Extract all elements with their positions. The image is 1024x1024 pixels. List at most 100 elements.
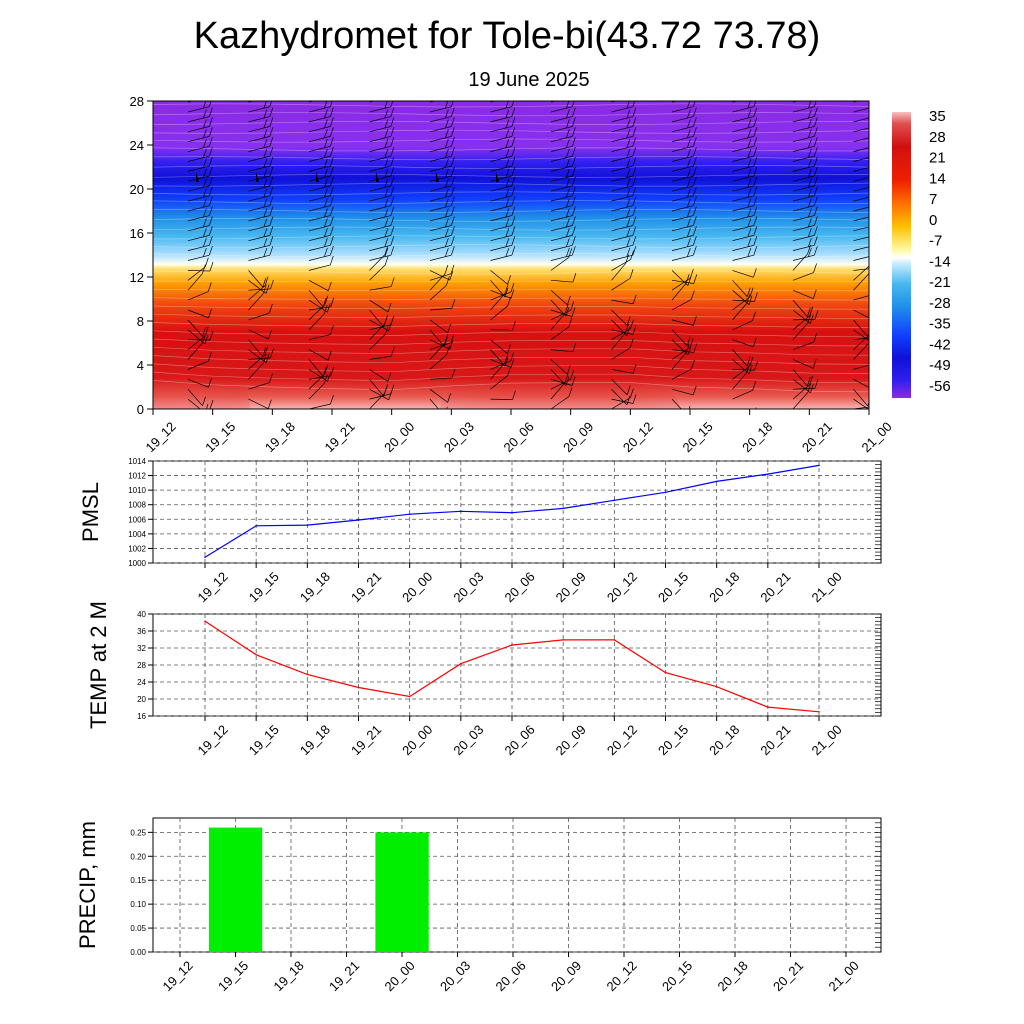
data-point [715, 685, 718, 688]
wind-barb [369, 393, 391, 400]
wind-barb-flag [383, 387, 387, 397]
y-tick-label: 28 [137, 661, 146, 670]
wind-barb-flag [451, 196, 455, 206]
data-point [255, 525, 257, 527]
wind-barb [671, 185, 694, 192]
wind-barb-flag [752, 337, 757, 347]
wind-barb-flag [330, 117, 334, 127]
wind-barb [853, 295, 869, 301]
wind-barb-flag [808, 109, 812, 119]
wind-barb-flag [808, 90, 811, 99]
colorbar-labels: 35 28 21 14 7 0 -7 -14 -21 -28 -35 -42 -49 -56 [929, 108, 951, 395]
cs-x-tick-label: 19_18 [262, 419, 298, 455]
wind-barb-flag [505, 178, 510, 188]
wind-barb-flag [753, 216, 758, 226]
wind-barb [792, 384, 810, 400]
wind-barb-flag [572, 137, 576, 147]
wind-barb-flag [324, 178, 328, 188]
y-tick-label: 0.25 [130, 828, 146, 837]
y-tick-label: 20 [137, 695, 146, 704]
wind-barb-flag [265, 353, 270, 363]
wind-barb-flag [324, 109, 328, 119]
wind-barb [853, 107, 869, 113]
wind-barb-flag [511, 147, 516, 157]
wind-barb [671, 205, 694, 212]
wind-barb-flag [693, 196, 697, 206]
wind-barb [308, 375, 331, 380]
wind-barb-flag [270, 279, 274, 290]
wind-barb-flag [875, 397, 878, 406]
wind-barb [853, 226, 869, 232]
cs-x-tick-label: 20_12 [620, 419, 656, 455]
wind-barb-flag [693, 206, 697, 216]
wind-barb-flag [875, 167, 878, 176]
wind-barb-flag [390, 226, 395, 236]
wind-barb-flag [269, 196, 274, 206]
wind-barb-flag [324, 228, 328, 237]
wind-barb-flag [202, 396, 206, 406]
cs-x-tick-label: 20_06 [501, 419, 537, 455]
wind-barb-flag [749, 356, 754, 367]
wind-barb-flag [324, 158, 328, 168]
wind-barb [732, 372, 748, 390]
y-tick-label: 0.20 [130, 852, 146, 861]
wind-barb-flag [447, 323, 452, 333]
cs-y-tick-label: 8 [137, 314, 144, 329]
wind-barb-flag [269, 117, 274, 127]
wind-barb [490, 106, 512, 113]
wind-barb-flag [808, 119, 812, 129]
wind-barb-flag [570, 301, 575, 311]
wind-barb [611, 263, 626, 281]
wind-barb-flag [626, 238, 631, 247]
wind-barb [308, 225, 331, 232]
wind-barb-flag [693, 176, 697, 186]
y-tick-label: 0.10 [130, 900, 146, 909]
wind-barb [732, 116, 754, 123]
wind-barb-flag [626, 208, 631, 218]
wind-barb-flag [390, 347, 395, 357]
wind-barb [308, 235, 331, 242]
wind-barb-flag [809, 375, 814, 385]
x-tick-label: 21_00 [826, 958, 862, 994]
wind-barb-flag [632, 394, 637, 404]
wind-barb [550, 289, 568, 306]
wind-barb [429, 126, 452, 133]
wind-barb [550, 396, 570, 409]
wind-barb-flag [754, 88, 757, 97]
wind-barb-flag [384, 228, 389, 237]
wind-barb-flag [445, 188, 449, 198]
wind-barb-flag [566, 158, 570, 168]
wind-barb-flag [808, 139, 812, 148]
wind-barb [611, 379, 628, 396]
wind-barb-flag [754, 292, 758, 302]
y-tick-label: 36 [137, 627, 146, 636]
wind-barb-flag [446, 406, 448, 409]
wind-barb [187, 398, 201, 409]
wind-barb [369, 319, 389, 332]
wind-pennant [496, 172, 499, 182]
wind-barb-flag [203, 158, 207, 168]
wind-barb-flag [330, 127, 334, 137]
wind-barb-flag [808, 149, 812, 158]
wind-barb [550, 369, 567, 386]
wind-barb [611, 369, 634, 374]
wind-barb [490, 244, 512, 251]
pmsl-panel: PMSL 1000 1002 1004 1006 1008 1010 1012 1014 19_… [78, 457, 882, 605]
x-tick-label: 19_15 [246, 569, 282, 605]
wind-barb-flag [626, 139, 631, 148]
precip-ylabel: PRECIP, mm [75, 821, 100, 949]
wind-barb-flag [449, 340, 454, 350]
wind-barb-flag [444, 264, 449, 275]
wind-barb-flag [451, 107, 455, 117]
wind-barb [611, 175, 633, 182]
wind-barb-flag [875, 236, 878, 245]
wind-barb [429, 398, 439, 409]
wind-barb-flag [875, 187, 878, 196]
wind-barb [187, 273, 203, 291]
wind-barb-flag [504, 353, 509, 363]
wind-barb-flag [753, 236, 758, 246]
wind-barb-flag [209, 127, 213, 137]
wind-barb [550, 136, 573, 143]
wind-barb [550, 116, 573, 123]
wind-barb [550, 225, 573, 232]
